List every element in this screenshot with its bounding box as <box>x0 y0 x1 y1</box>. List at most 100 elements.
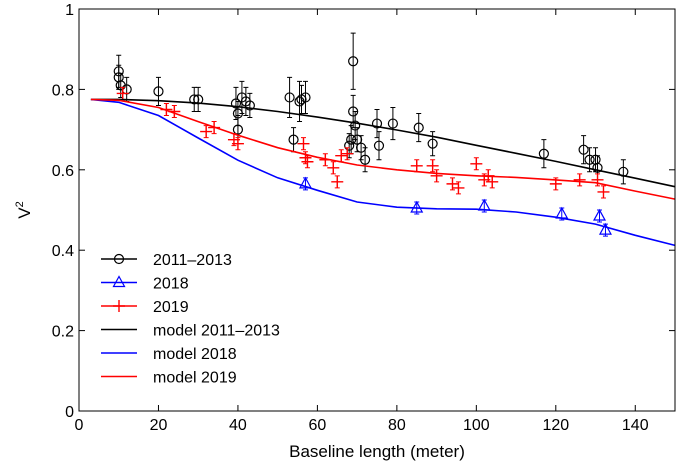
series-model-2019 <box>90 98 676 200</box>
point-2011-2013 <box>592 162 603 173</box>
legend-label-model-2018: model 2018 <box>153 346 237 363</box>
point-2019 <box>430 169 443 182</box>
error-bar-2011-2013 <box>287 76 293 119</box>
point-2019 <box>597 185 610 198</box>
error-bar-2011-2013 <box>350 32 356 90</box>
series-model-2018 <box>90 98 676 247</box>
point-2011-2013 <box>189 94 200 105</box>
error-bar-2011-2013 <box>243 86 249 117</box>
legend-label-2019: 2019 <box>153 299 189 316</box>
plot-area <box>90 32 676 247</box>
legend-label-2011-2013: 2011–2013 <box>153 252 232 269</box>
point-2011-2013 <box>352 134 363 145</box>
legend-item-model-2019: model 2019 <box>101 370 237 387</box>
error-bar-2011-2013 <box>239 80 245 115</box>
line-model-2018 <box>90 98 676 247</box>
point-2011-2013 <box>244 100 255 111</box>
y-axis-label-base: V <box>15 207 34 219</box>
point-2011-2013 <box>344 140 355 151</box>
point-2011-2013 <box>427 138 438 149</box>
point-2011-2013 <box>348 106 359 117</box>
series-2011-2013 <box>113 32 629 185</box>
error-bar-2011-2013 <box>302 80 308 115</box>
point-2011-2013 <box>193 94 204 105</box>
legend-item-2011-2013: 2011–2013 <box>101 252 232 269</box>
error-bar-2011-2013 <box>291 127 297 153</box>
error-bar-2011-2013 <box>124 76 130 102</box>
error-bar-2011-2013 <box>390 106 396 141</box>
point-2019 <box>410 159 423 172</box>
error-bar-2011-2013 <box>376 131 382 161</box>
legend-item-model-2018: model 2018 <box>101 346 237 363</box>
y-tick-label: 0.6 <box>52 163 74 180</box>
error-bar-2011-2013 <box>581 135 587 165</box>
y-tick-label: 0.4 <box>52 243 74 260</box>
legend: 2011–2013 2018 2019 model 2011–2013 model 20… <box>101 252 280 387</box>
legend-marker-2018 <box>112 275 126 288</box>
point-2018 <box>592 208 607 221</box>
point-2011-2013 <box>413 122 424 133</box>
error-bar-2011-2013 <box>195 86 201 113</box>
point-2011-2013 <box>300 92 311 103</box>
y-tick-label: 0.2 <box>52 324 74 341</box>
point-2019 <box>426 159 439 172</box>
x-tick-label: 20 <box>150 417 168 434</box>
point-2019 <box>573 173 586 186</box>
x-tick-label: 40 <box>229 417 247 434</box>
point-2011-2013 <box>359 154 371 165</box>
point-2019 <box>452 181 465 194</box>
error-bar-2011-2013 <box>416 113 422 143</box>
y-tick-label: 1 <box>65 2 74 19</box>
point-2019 <box>327 161 340 174</box>
y-tick-label: 0.8 <box>52 82 74 99</box>
point-2011-2013 <box>230 98 242 109</box>
point-2011-2013 <box>288 134 299 145</box>
point-2011-2013 <box>373 140 385 151</box>
point-2011-2013 <box>348 56 359 67</box>
legend-item-2018: 2018 <box>101 275 189 293</box>
point-2011-2013 <box>371 118 383 129</box>
error-bar-2011-2013 <box>362 147 368 173</box>
point-2011-2013 <box>578 144 589 155</box>
point-2019 <box>341 147 354 160</box>
error-bar-2011-2013 <box>620 159 626 185</box>
series-2019 <box>116 86 610 199</box>
point-2011-2013 <box>284 92 295 103</box>
point-2019 <box>297 137 310 150</box>
y-axis-label-superscript: 2 <box>14 201 26 207</box>
legend-label-model-2019: model 2019 <box>153 370 237 387</box>
point-2019 <box>335 149 348 162</box>
error-bar-2011-2013 <box>247 92 253 119</box>
line-model-2011-2013 <box>90 98 676 188</box>
x-tick-label: 100 <box>463 417 490 434</box>
series-2018 <box>298 176 612 237</box>
legend-item-model-2011-2013: model 2011–2013 <box>101 323 280 340</box>
point-2019 <box>486 175 499 188</box>
legend-label-2018: 2018 <box>153 276 189 293</box>
point-2011-2013 <box>232 124 244 135</box>
x-tick-label: 120 <box>542 417 569 434</box>
x-tick-label: 0 <box>75 417 84 434</box>
legend-label-model-2011-2013: model 2011–2013 <box>153 323 280 340</box>
line-model-2019 <box>90 98 676 200</box>
x-axis-label: Baseline length (meter) <box>289 442 465 461</box>
plot-frame <box>78 8 676 412</box>
point-2011-2013 <box>350 120 361 131</box>
x-tick-label: 80 <box>388 417 406 434</box>
point-2019 <box>116 87 129 100</box>
series-model-2011-2013 <box>90 98 676 188</box>
point-2019 <box>331 175 344 188</box>
point-2011-2013 <box>153 86 164 97</box>
y-axis-label: V2 <box>14 201 34 218</box>
error-bar-2011-2013 <box>430 131 436 157</box>
y-tick-label: 0 <box>65 404 74 421</box>
x-tick-label: 140 <box>622 417 649 434</box>
point-2019 <box>301 155 314 168</box>
point-2011-2013 <box>584 154 595 165</box>
point-2011-2013 <box>387 118 398 129</box>
point-2019 <box>231 137 244 150</box>
point-2018 <box>298 176 312 189</box>
point-2018 <box>598 222 612 235</box>
point-2019 <box>200 125 213 138</box>
